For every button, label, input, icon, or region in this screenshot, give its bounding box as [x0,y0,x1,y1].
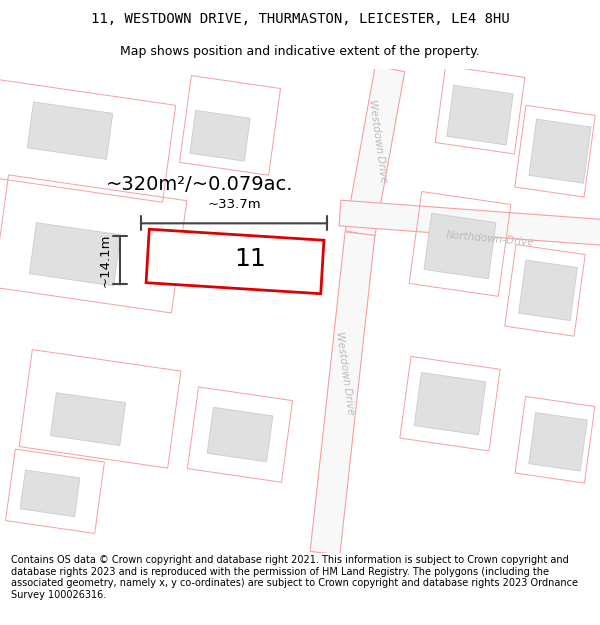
Polygon shape [529,412,587,471]
Text: Westdown Drive: Westdown Drive [367,99,389,183]
Text: Map shows position and indicative extent of the property.: Map shows position and indicative extent… [120,45,480,58]
Polygon shape [414,372,486,435]
Polygon shape [50,392,125,446]
Polygon shape [207,408,273,462]
Polygon shape [146,229,324,294]
Text: Westdown Drive: Westdown Drive [334,331,356,415]
Text: ~14.1m: ~14.1m [99,234,112,288]
Polygon shape [339,200,600,246]
Text: ~320m²/~0.079ac.: ~320m²/~0.079ac. [106,174,294,194]
Polygon shape [518,260,577,321]
Polygon shape [529,119,591,183]
Polygon shape [447,85,513,145]
Polygon shape [29,222,121,286]
Text: 11: 11 [234,248,266,271]
Polygon shape [424,213,496,279]
Text: Northdown-Drive: Northdown-Drive [445,230,535,248]
Polygon shape [190,111,250,161]
Polygon shape [345,66,405,236]
Text: Contains OS data © Crown copyright and database right 2021. This information is : Contains OS data © Crown copyright and d… [11,555,578,600]
Text: ~33.7m: ~33.7m [207,198,261,211]
Polygon shape [27,102,113,159]
Polygon shape [20,470,80,517]
Text: 11, WESTDOWN DRIVE, THURMASTON, LEICESTER, LE4 8HU: 11, WESTDOWN DRIVE, THURMASTON, LEICESTE… [91,12,509,26]
Polygon shape [310,232,375,555]
